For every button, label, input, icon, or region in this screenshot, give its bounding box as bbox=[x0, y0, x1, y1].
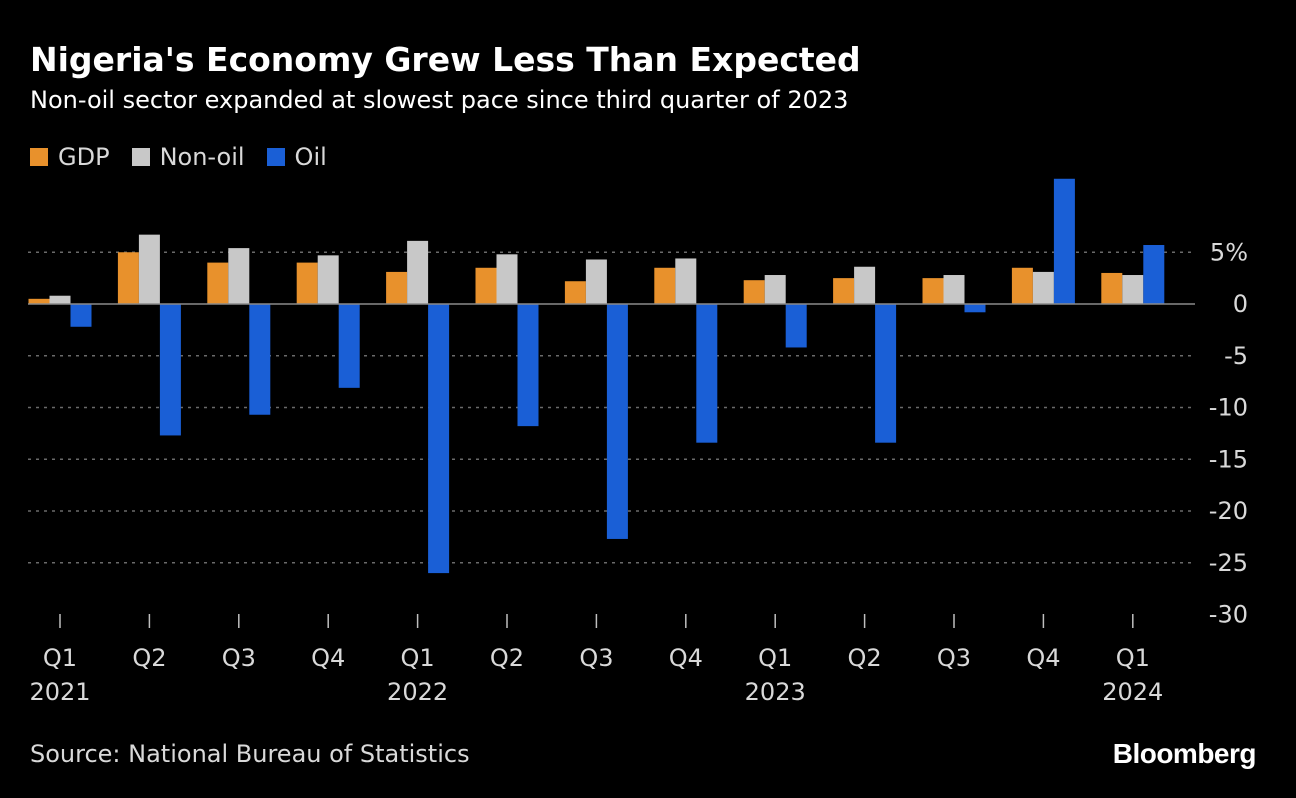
bar-non-oil bbox=[585, 259, 607, 304]
bar-non-oil bbox=[228, 248, 250, 304]
x-tick-label: Q3 bbox=[937, 644, 971, 672]
bar-gdp bbox=[386, 271, 408, 304]
bar-non-oil bbox=[943, 275, 965, 304]
chart-subtitle: Non-oil sector expanded at slowest pace … bbox=[30, 86, 849, 114]
bar-oil bbox=[696, 304, 718, 443]
bar-gdp bbox=[922, 278, 944, 304]
bar-oil bbox=[875, 304, 897, 443]
bar-oil bbox=[70, 304, 92, 327]
y-tick-label: -15 bbox=[1209, 445, 1248, 473]
legend-item-oil: Oil bbox=[266, 142, 327, 172]
chart-title: Nigeria's Economy Grew Less Than Expecte… bbox=[30, 40, 861, 79]
bar-non-oil bbox=[317, 255, 339, 304]
bar-oil bbox=[1143, 245, 1165, 304]
bar-gdp bbox=[28, 298, 50, 304]
bar-oil bbox=[964, 304, 986, 313]
legend-label-non-oil: Non-oil bbox=[159, 143, 245, 171]
bar-non-oil bbox=[854, 266, 876, 304]
x-tick-label: Q3 bbox=[579, 644, 613, 672]
x-tick-label: Q1 bbox=[43, 644, 77, 672]
bar-oil bbox=[338, 304, 360, 388]
y-tick-label: -25 bbox=[1209, 549, 1248, 577]
axis-layer: 5% 0 -5 -10 -15 -20 -25 -30 Q1 Q2 Q3 Q4 Q1 Q2 Q3 Q4 Q1 Q2… bbox=[28, 238, 1248, 706]
y-tick-label: -10 bbox=[1209, 394, 1248, 422]
x-year-label: 2022 bbox=[387, 678, 448, 706]
bar-non-oil bbox=[49, 295, 71, 304]
y-tick-label: -20 bbox=[1209, 497, 1248, 525]
x-tick-label: Q3 bbox=[222, 644, 256, 672]
bar-gdp bbox=[475, 267, 497, 304]
x-tick-label: Q2 bbox=[490, 644, 524, 672]
x-tick-label: Q1 bbox=[401, 644, 435, 672]
x-tick-label: Q2 bbox=[848, 644, 882, 672]
bar-non-oil bbox=[407, 240, 429, 304]
bar-non-oil bbox=[1032, 271, 1054, 304]
x-year-label: 2021 bbox=[29, 678, 90, 706]
legend-swatch-non-oil bbox=[131, 148, 150, 166]
legend-item-non-oil: Non-oil bbox=[131, 142, 245, 172]
grid-layer bbox=[28, 251, 1195, 564]
y-tick-label: 0 bbox=[1233, 290, 1248, 318]
bar-oil bbox=[517, 304, 539, 427]
bloomberg-logo: Bloomberg bbox=[1112, 738, 1257, 769]
bar-oil bbox=[428, 304, 450, 574]
source-note: Source: National Bureau of Statistics bbox=[30, 740, 470, 768]
bar-oil bbox=[785, 304, 807, 348]
x-tick-label: Q4 bbox=[669, 644, 703, 672]
bar-oil bbox=[606, 304, 628, 539]
x-tick-label: Q4 bbox=[1026, 644, 1060, 672]
legend-label-oil: Oil bbox=[294, 143, 327, 171]
bar-gdp bbox=[296, 262, 318, 304]
legend-swatch-gdp bbox=[30, 148, 48, 166]
bar-non-oil bbox=[764, 275, 786, 304]
bar-oil bbox=[1053, 178, 1075, 304]
bar-non-oil bbox=[496, 254, 518, 304]
bar-non-oil bbox=[1122, 275, 1144, 304]
bar-gdp bbox=[654, 267, 676, 304]
bar-gdp bbox=[833, 278, 855, 304]
bar-gdp bbox=[207, 262, 229, 304]
bar-oil bbox=[159, 304, 181, 436]
bar-layer bbox=[28, 178, 1165, 574]
y-tick-label: 5% bbox=[1210, 238, 1248, 266]
bar-non-oil bbox=[138, 234, 160, 304]
bar-gdp bbox=[1101, 272, 1123, 304]
bar-oil bbox=[249, 304, 271, 415]
legend: GDP Non-oil Oil bbox=[30, 142, 349, 172]
y-tick-label: -30 bbox=[1209, 601, 1248, 629]
legend-swatch-oil bbox=[266, 148, 285, 166]
x-year-label: 2024 bbox=[1102, 678, 1163, 706]
y-tick-label: -5 bbox=[1224, 342, 1248, 370]
legend-item-gdp: GDP bbox=[30, 142, 110, 172]
bar-gdp bbox=[743, 280, 765, 304]
x-tick-label: Q2 bbox=[132, 644, 166, 672]
x-tick-label: Q1 bbox=[758, 644, 792, 672]
bar-gdp bbox=[564, 281, 586, 304]
bar-gdp bbox=[1011, 267, 1033, 304]
x-tick-label: Q4 bbox=[311, 644, 345, 672]
x-tick-label: Q1 bbox=[1116, 644, 1150, 672]
bar-gdp bbox=[117, 252, 139, 304]
bar-non-oil bbox=[675, 258, 697, 304]
x-year-label: 2023 bbox=[745, 678, 806, 706]
legend-label-gdp: GDP bbox=[58, 143, 110, 171]
